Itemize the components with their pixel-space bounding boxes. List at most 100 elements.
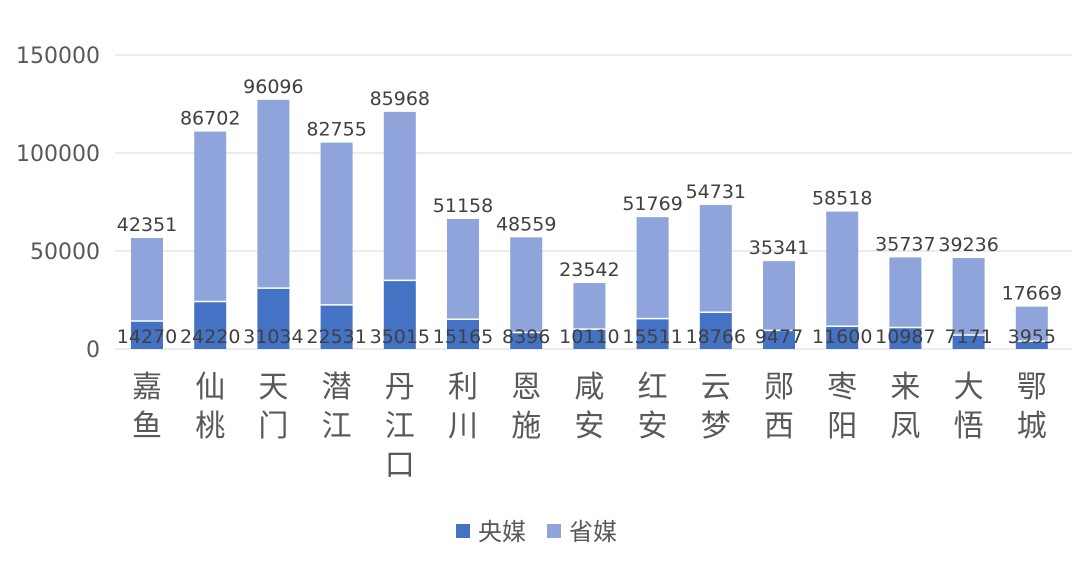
data-labels: 14270 42351 24220 86702 31034 96096 22531 82755… [117, 76, 1062, 348]
data-label-省媒: 35737 [875, 233, 935, 255]
x-category-label: 来 [890, 370, 920, 405]
x-category-label: 门 [258, 409, 288, 444]
bar-segment-省媒 [763, 261, 795, 331]
y-tick-label: 100000 [16, 142, 100, 167]
data-label-央媒: 15511 [622, 326, 682, 348]
bar-segment-省媒 [194, 131, 227, 302]
x-category-label: 咸 [574, 370, 604, 405]
bar-segment-央媒 [636, 318, 669, 349]
data-label-省媒: 96096 [243, 76, 303, 98]
x-category-label: 悟 [954, 409, 984, 444]
x-category-label: 江 [385, 409, 415, 444]
x-category-label: 红 [638, 370, 668, 405]
bar-segment-省媒 [131, 238, 163, 322]
data-label-央媒: 7171 [944, 326, 992, 348]
data-label-央媒: 8396 [502, 326, 550, 348]
x-category-label: 潜 [322, 370, 352, 405]
x-category-label: 枣 [827, 370, 857, 405]
x-category-label: 西 [764, 409, 794, 444]
bar-segment-省媒 [383, 111, 416, 281]
legend-swatch [547, 524, 561, 538]
data-label-央媒: 11600 [812, 326, 872, 348]
data-label-央媒: 10110 [559, 326, 619, 348]
x-category-label: 梦 [701, 409, 731, 444]
x-category-label: 鱼 [132, 409, 162, 444]
x-category-label: 嘉 [132, 370, 162, 405]
bar-segment-央媒 [763, 330, 795, 349]
x-category-label: 江 [322, 409, 352, 444]
bar-segment-省媒 [699, 204, 732, 313]
x-category-label: 丹 [385, 370, 415, 405]
data-label-省媒: 42351 [117, 214, 177, 236]
x-category-label: 安 [574, 409, 604, 444]
bar-segment-央媒 [257, 288, 290, 349]
bar-segment-央媒 [447, 319, 479, 349]
bar-segment-省媒 [447, 219, 479, 320]
data-label-省媒: 86702 [180, 108, 240, 130]
legend-label: 央媒 [478, 518, 526, 546]
x-category-label: 阳 [827, 409, 857, 444]
x-category-label: 桃 [195, 409, 225, 444]
data-label-央媒: 14270 [117, 326, 177, 348]
x-category-label: 云 [701, 370, 731, 405]
legend-label: 省媒 [569, 518, 617, 546]
bar-segment-央媒 [194, 301, 227, 349]
bar-segment-省媒 [257, 99, 290, 289]
bar-segment-央媒 [131, 321, 163, 349]
y-tick-label: 0 [86, 338, 100, 363]
y-tick-label: 150000 [16, 44, 100, 69]
bar-segment-央媒 [510, 332, 543, 349]
x-category-label: 鄂 [1017, 370, 1047, 405]
x-category-label: 利 [448, 370, 478, 405]
data-label-省媒: 82755 [306, 119, 366, 141]
data-label-央媒: 24220 [180, 326, 240, 348]
x-category-label: 仙 [195, 370, 225, 405]
data-label-央媒: 22531 [306, 326, 366, 348]
data-label-省媒: 23542 [559, 259, 619, 281]
x-category-label: 恩 [511, 370, 541, 405]
bar-segment-省媒 [510, 237, 543, 333]
bar-segment-央媒 [320, 304, 353, 349]
bar-segment-央媒 [952, 334, 985, 349]
x-category-label: 天 [258, 370, 288, 405]
x-category-label: 施 [511, 409, 541, 444]
bar-segment-省媒 [952, 258, 985, 335]
data-label-央媒: 35015 [370, 326, 430, 348]
x-category-label: 口 [385, 448, 415, 483]
bar-segment-央媒 [889, 327, 922, 349]
data-label-央媒: 10987 [875, 326, 935, 348]
data-label-省媒: 85968 [370, 88, 430, 110]
bar-segment-省媒 [889, 257, 922, 328]
bar-segment-央媒 [573, 329, 606, 349]
bar-segment-省媒 [826, 211, 859, 327]
x-category-label: 安 [638, 409, 668, 444]
data-label-央媒: 15165 [433, 326, 493, 348]
x-category-label: 川 [448, 409, 478, 444]
x-category-label: 郧 [764, 370, 794, 405]
data-label-省媒: 51769 [622, 193, 682, 215]
data-label-省媒: 58518 [812, 188, 872, 210]
legend-swatch [456, 524, 470, 538]
x-category-label: 城 [1017, 409, 1047, 444]
data-label-央媒: 18766 [686, 326, 746, 348]
x-category-label: 凤 [890, 409, 920, 444]
bar-segment-省媒 [573, 283, 606, 330]
y-axis-ticks: 0 50000 100000 150000 [16, 44, 100, 363]
bar-segment-省媒 [320, 142, 353, 305]
bar-segment-省媒 [636, 217, 669, 319]
bar-segment-省媒 [1015, 306, 1048, 342]
bar-segment-央媒 [826, 326, 859, 349]
data-label-省媒: 54731 [686, 181, 746, 203]
data-label-省媒: 17669 [1002, 283, 1062, 305]
y-tick-label: 50000 [30, 240, 100, 265]
bars [131, 99, 1048, 349]
bar-segment-央媒 [699, 312, 732, 349]
data-label-省媒: 48559 [496, 213, 556, 235]
x-category-label: 大 [954, 370, 984, 405]
data-label-省媒: 35341 [749, 237, 809, 259]
legend: 央媒 省媒 [456, 518, 617, 546]
bar-segment-央媒 [1015, 341, 1048, 349]
bar-segment-央媒 [383, 280, 416, 349]
